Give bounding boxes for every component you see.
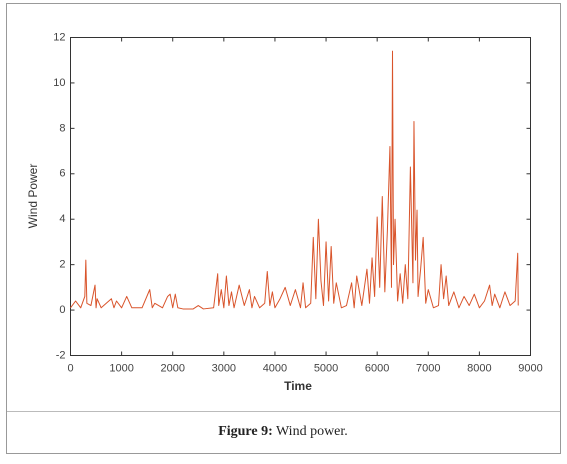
caption: Figure 9: Wind power. [218,424,348,439]
caption-text: Wind power. [276,424,348,439]
x-axis-label: Time [284,379,312,393]
x-tick-label: 0 [67,362,73,374]
y-tick-label: 10 [53,77,65,89]
y-tick-label: 6 [59,168,65,180]
y-tick-label: 4 [59,213,65,225]
y-axis-label: Wind Power [26,164,40,229]
x-tick-label: 7000 [416,362,440,374]
caption-label: Figure 9: [218,424,273,439]
y-tick-label: 12 [53,31,65,43]
x-tick-label: 3000 [212,362,236,374]
x-tick-label: 1000 [109,362,133,374]
x-tick-label: 4000 [263,362,287,374]
plot-frame [70,37,531,356]
x-tick-label: 8000 [467,362,491,374]
figure-border [6,3,561,454]
y-tick-label: 8 [59,122,65,134]
y-tick-label: -2 [56,349,66,361]
x-tick-label: 6000 [365,362,389,374]
x-tick-label: 9000 [518,362,542,374]
y-tick-label: 2 [59,259,65,271]
x-tick-label: 5000 [314,362,338,374]
series-line [70,50,519,310]
y-tick-label: 0 [59,304,65,316]
x-tick-label: 2000 [160,362,184,374]
